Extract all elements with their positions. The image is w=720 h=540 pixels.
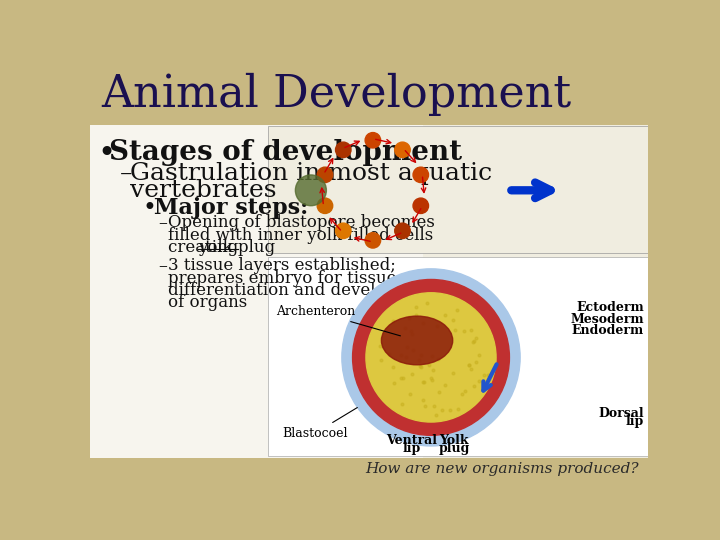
Text: Mesoderm: Mesoderm (570, 313, 644, 326)
Text: Blastocoel: Blastocoel (282, 408, 357, 440)
Circle shape (365, 233, 381, 248)
Text: prepares embryo for tissue: prepares embryo for tissue (168, 269, 396, 287)
Text: Opening of blastopore becomes: Opening of blastopore becomes (168, 214, 434, 231)
Text: Endoderm: Endoderm (572, 325, 644, 338)
Circle shape (342, 269, 520, 446)
Circle shape (395, 223, 410, 239)
Text: •: • (98, 139, 116, 170)
Bar (269, 126, 648, 253)
Circle shape (318, 198, 333, 213)
Text: lip: lip (402, 442, 420, 455)
Circle shape (413, 198, 428, 213)
Text: filled with inner yolk-filled cells: filled with inner yolk-filled cells (168, 226, 433, 244)
Text: –: – (158, 214, 167, 232)
Text: vertebrates: vertebrates (130, 179, 276, 202)
Text: 3 tissue layers established;: 3 tissue layers established; (168, 257, 395, 274)
Circle shape (365, 132, 381, 148)
Text: Dorsal: Dorsal (598, 408, 644, 421)
Text: Major steps:: Major steps: (153, 197, 308, 219)
Circle shape (353, 280, 510, 435)
Circle shape (336, 142, 351, 158)
Text: Gastrulation in most aquatic: Gastrulation in most aquatic (130, 162, 492, 185)
Circle shape (366, 293, 496, 422)
Circle shape (395, 142, 410, 158)
Text: creating: creating (168, 239, 243, 256)
Text: plug: plug (438, 442, 470, 455)
Bar (269, 257, 648, 456)
Circle shape (413, 167, 428, 183)
Text: Animal Development: Animal Development (101, 73, 571, 117)
Text: of organs: of organs (168, 294, 247, 311)
Text: –: – (158, 257, 167, 275)
Bar (90, 65, 648, 125)
Bar (90, 125, 423, 457)
Bar (90, 125, 648, 457)
Circle shape (336, 223, 351, 239)
Text: Yolk: Yolk (439, 434, 469, 448)
Text: yolk plug: yolk plug (198, 239, 275, 256)
Bar (90, 457, 648, 481)
Text: Ventral: Ventral (386, 434, 437, 448)
Text: –: – (120, 162, 132, 185)
Text: Archenteron: Archenteron (276, 305, 400, 336)
Ellipse shape (382, 316, 453, 365)
Text: differentiation and development: differentiation and development (168, 282, 438, 299)
Circle shape (295, 175, 326, 206)
Text: Ectoderm: Ectoderm (577, 301, 644, 314)
Text: Stages of development: Stages of development (109, 139, 462, 166)
Text: •: • (143, 197, 156, 220)
Text: How are new organisms produced?: How are new organisms produced? (365, 462, 639, 476)
Circle shape (318, 167, 333, 183)
Text: lip: lip (626, 415, 644, 428)
